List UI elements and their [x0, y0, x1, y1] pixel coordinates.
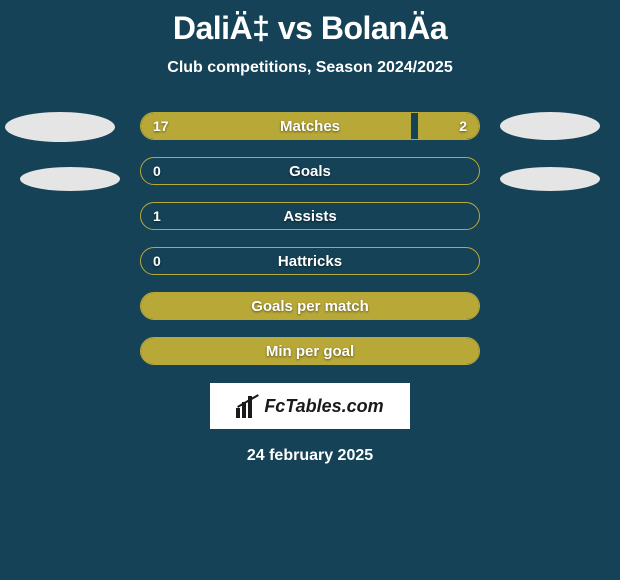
bar-label: Goals [141, 158, 479, 184]
stat-bar-row: 1Assists [140, 202, 480, 230]
stat-bars: 172Matches 0Goals 1Assists 0Hattricks Goals … [140, 112, 480, 365]
page-title: DaliÄ‡ vs BolanÄa [0, 0, 620, 47]
stat-bar-row: 172Matches [140, 112, 480, 140]
bar-label: Goals per match [141, 293, 479, 319]
page-subtitle: Club competitions, Season 2024/2025 [0, 59, 620, 77]
watermark: FcTables.com [210, 383, 410, 429]
bar-label: Min per goal [141, 338, 479, 364]
player-left-club-placeholder [20, 167, 120, 191]
player-right-avatar-placeholder [500, 112, 600, 140]
player-right-club-placeholder [500, 167, 600, 191]
stat-bar-row: 0Goals [140, 157, 480, 185]
bar-label: Hattricks [141, 248, 479, 274]
bar-label: Assists [141, 203, 479, 229]
comparison-content: 172Matches 0Goals 1Assists 0Hattricks Goals … [0, 112, 620, 365]
player-left-avatar-placeholder [5, 112, 115, 142]
stat-bar-row: Min per goal [140, 337, 480, 365]
footer-date: 24 february 2025 [0, 447, 620, 465]
stat-bar-row: 0Hattricks [140, 247, 480, 275]
watermark-text: FcTables.com [264, 396, 383, 417]
stat-bar-row: Goals per match [140, 292, 480, 320]
watermark-chart-icon [236, 394, 260, 418]
bar-label: Matches [141, 113, 479, 139]
